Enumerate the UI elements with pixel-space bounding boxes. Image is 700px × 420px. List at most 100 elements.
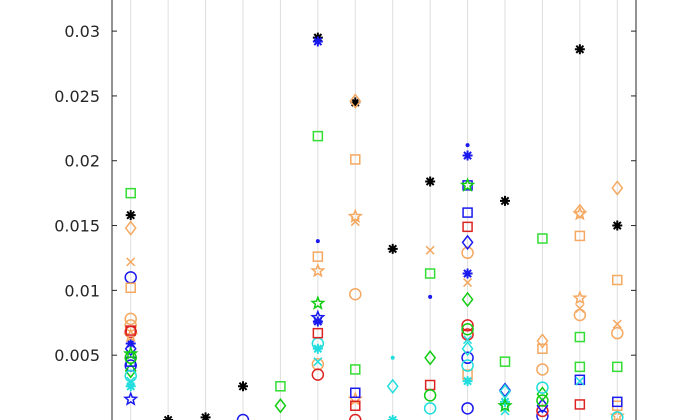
data-point-diamond — [124, 220, 137, 236]
data-point-square — [574, 331, 586, 343]
data-point-circle — [461, 351, 474, 365]
data-point-x — [313, 357, 323, 367]
data-point-circle — [461, 319, 474, 332]
data-point-circle — [536, 409, 549, 420]
data-point-square — [537, 343, 548, 354]
data-point-circle — [311, 368, 325, 381]
data-point-square — [125, 282, 136, 294]
data-point-asterisk — [500, 195, 510, 206]
data-point-diamond — [124, 363, 137, 379]
data-point-diamond — [274, 398, 287, 414]
data-point-circle — [536, 394, 549, 407]
data-point-square — [612, 361, 623, 373]
data-point-pentagram — [347, 208, 363, 224]
data-point-asterisk — [462, 376, 473, 387]
data-point-asterisk — [462, 268, 473, 279]
data-point-square — [312, 251, 324, 262]
data-point-diamond — [536, 333, 549, 349]
data-point-asterisk — [125, 381, 136, 392]
data-point-square — [574, 361, 586, 373]
data-point-asterisk — [125, 338, 136, 349]
data-point-dot — [390, 355, 395, 360]
data-point-x — [463, 335, 473, 345]
y-ticks: 0.005 0.01 0.015 0.02 0.025 0.03 — [54, 22, 636, 365]
data-point-asterisk — [574, 44, 585, 55]
data-point-diamond — [461, 340, 474, 357]
data-point-x — [425, 245, 435, 255]
axes — [111, 0, 637, 420]
y-tick-label: 0.03 — [64, 22, 100, 41]
data-point-square — [612, 274, 623, 286]
data-point-asterisk — [462, 150, 473, 161]
data-point-circle — [611, 411, 624, 420]
data-point-asterisk — [612, 220, 623, 231]
data-point-circle — [423, 402, 437, 415]
data-point-square — [275, 381, 286, 392]
y-tick-label: 0.025 — [54, 87, 100, 106]
data-point-pentagram — [459, 177, 476, 192]
data-point-square — [312, 130, 324, 142]
data-point-square — [574, 399, 586, 410]
data-point-diamond — [386, 378, 399, 395]
data-point-square — [350, 364, 361, 375]
data-point-circle — [423, 389, 437, 402]
data-point-diamond — [573, 203, 586, 220]
data-point-square — [424, 268, 436, 279]
data-point-square — [312, 327, 324, 339]
data-point-asterisk — [500, 396, 510, 407]
data-point-square — [462, 207, 473, 218]
data-point-pentagram — [123, 391, 139, 406]
data-point-square — [462, 221, 473, 233]
y-tick-label: 0.02 — [64, 152, 100, 171]
data-point-circle — [536, 363, 549, 376]
data-point-square — [574, 230, 586, 242]
data-point-dot — [428, 294, 433, 299]
data-point-circle — [124, 369, 137, 383]
data-point-dot — [315, 239, 320, 244]
data-point-asterisk — [425, 176, 436, 187]
data-point-diamond — [461, 291, 474, 308]
data-point-asterisk — [238, 381, 248, 392]
data-point-x — [126, 257, 136, 267]
data-point-square — [350, 400, 361, 411]
data-point-circle — [461, 402, 474, 415]
data-point-circle — [461, 359, 474, 372]
data-point-diamond — [461, 234, 474, 251]
data-point-asterisk — [312, 36, 323, 47]
data-points — [123, 32, 625, 420]
x-gridlines — [130, 0, 618, 420]
data-point-asterisk — [350, 97, 361, 108]
data-point-circle — [461, 246, 474, 260]
data-point-asterisk — [312, 316, 323, 327]
data-point-circle — [461, 323, 474, 336]
y-tick-label: 0.005 — [54, 346, 100, 365]
data-point-square — [350, 387, 361, 399]
data-point-circle — [124, 312, 137, 326]
data-point-dot — [465, 143, 470, 148]
data-point-diamond — [536, 398, 549, 414]
data-point-asterisk — [125, 210, 136, 221]
data-point-circle — [349, 413, 362, 420]
data-point-asterisk — [200, 412, 211, 420]
data-point-pentagram — [310, 262, 326, 278]
data-point-square — [125, 187, 136, 199]
data-point-square — [125, 325, 136, 336]
data-point-pentagram — [310, 309, 326, 325]
data-point-pentagram — [123, 345, 139, 361]
data-point-circle — [124, 351, 137, 365]
data-point-x — [463, 278, 473, 288]
data-point-pentagram — [572, 205, 588, 221]
data-point-diamond — [349, 93, 362, 109]
data-point-circle — [536, 381, 549, 394]
y-tick-label: 0.015 — [54, 217, 100, 236]
data-point-square — [350, 154, 361, 165]
data-point-square — [537, 233, 548, 244]
data-point-square — [499, 356, 511, 367]
data-point-x — [575, 303, 585, 314]
data-point-pentagram — [310, 295, 326, 310]
data-point-circle — [611, 326, 624, 340]
data-point-circle — [573, 308, 587, 322]
data-point-diamond — [611, 180, 624, 196]
